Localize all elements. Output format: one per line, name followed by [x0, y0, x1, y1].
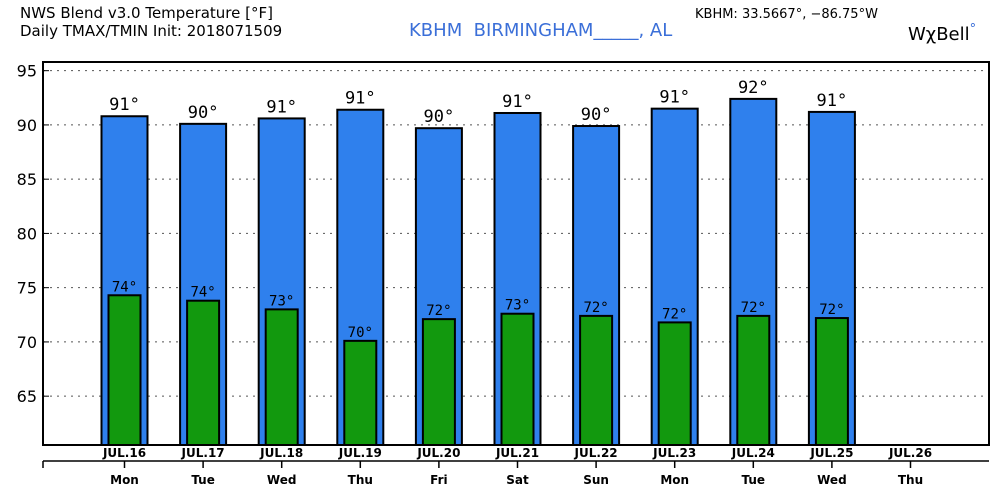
plot-frame — [42, 61, 990, 446]
chart-title-line1: NWS Blend v3.0 Temperature [°F] — [20, 4, 273, 22]
labels: 65 70 75 80 85 90 95 91° 74° 90° 74° 91° 73° 91° 70° 90… — [17, 62, 932, 487]
tmin-value-label: 74° — [112, 279, 137, 295]
tmin-value-label: 73° — [269, 293, 294, 309]
bars — [100, 97, 856, 447]
axes — [42, 61, 990, 468]
station-coordinates: KBHM: 33.5667°, −86.75°W — [695, 7, 878, 22]
brand-name: WχBell — [908, 24, 970, 45]
tmin-value-label: 73° — [505, 298, 530, 314]
x-date-label: JUL.19 — [338, 446, 382, 460]
x-date-label: JUL.21 — [495, 446, 539, 460]
tmin-value-label: 72° — [741, 300, 766, 316]
tmin-bar — [107, 294, 142, 446]
station-location: KBHM BIRMINGHAM_____, AL — [409, 20, 673, 41]
tmax-value-label: 91° — [817, 91, 848, 111]
tmax-value-label: 91° — [502, 92, 533, 112]
tmin-bar — [343, 339, 378, 447]
tmax-value-label: 91° — [109, 95, 140, 115]
y-tick-label: 80 — [17, 224, 37, 243]
x-weekday-label: Mon — [660, 473, 689, 487]
tmax-value-label: 91° — [266, 97, 297, 117]
y-tick-label: 95 — [17, 62, 37, 81]
tmin-bar — [421, 318, 456, 446]
x-weekday-label: Sat — [506, 473, 529, 487]
x-weekday-label: Tue — [742, 473, 766, 487]
tmin-bar — [264, 308, 299, 446]
x-weekday-label: Mon — [110, 473, 139, 487]
tmin-value-label: 72° — [583, 300, 608, 316]
tmin-bar — [500, 312, 535, 446]
x-weekday-label: Thu — [348, 473, 373, 487]
x-date-label: JUL.23 — [652, 446, 696, 460]
x-date-label: JUL.26 — [888, 446, 932, 460]
x-date-label: JUL.20 — [416, 446, 460, 460]
tmax-value-label: 91° — [659, 88, 690, 108]
tmax-value-label: 90° — [424, 107, 455, 127]
x-weekday-label: Thu — [898, 473, 923, 487]
x-date-label: JUL.24 — [731, 446, 775, 460]
tmax-value-label: 91° — [345, 89, 376, 109]
tmin-value-label: 70° — [348, 325, 373, 341]
x-weekday-label: Fri — [430, 473, 447, 487]
x-weekday-label: Wed — [267, 473, 297, 487]
tmin-bar — [736, 314, 771, 446]
tmin-bar — [657, 321, 692, 447]
tmin-bar — [579, 314, 614, 446]
x-date-label: JUL.17 — [181, 446, 225, 460]
x-weekday-label: Sun — [583, 473, 609, 487]
y-tick-label: 75 — [17, 279, 37, 298]
tmin-value-label: 72° — [426, 303, 451, 319]
y-tick-label: 90 — [17, 116, 37, 135]
x-date-label: JUL.25 — [809, 446, 853, 460]
x-date-label: JUL.22 — [574, 446, 618, 460]
brand-logo: WχBell° — [908, 21, 976, 44]
x-weekday-label: Wed — [817, 473, 847, 487]
y-tick-label: 85 — [17, 170, 37, 189]
brand-dot: ° — [969, 22, 977, 37]
tmax-value-label: 92° — [738, 78, 769, 98]
tmin-bar — [186, 299, 221, 446]
y-tick-label: 70 — [17, 333, 37, 352]
x-date-label: JUL.16 — [102, 446, 146, 460]
tmin-bar — [814, 317, 849, 447]
tmin-value-label: 74° — [190, 285, 215, 301]
tmin-value-label: 72° — [819, 302, 844, 318]
y-tick-label: 65 — [17, 387, 37, 406]
tmax-value-label: 90° — [188, 103, 219, 123]
x-date-label: JUL.18 — [259, 446, 303, 460]
tmax-value-label: 90° — [581, 105, 612, 125]
tmin-value-label: 72° — [662, 306, 687, 322]
chart-title-line2: Daily TMAX/TMIN Init: 2018071509 — [20, 22, 283, 40]
x-weekday-label: Tue — [191, 473, 215, 487]
